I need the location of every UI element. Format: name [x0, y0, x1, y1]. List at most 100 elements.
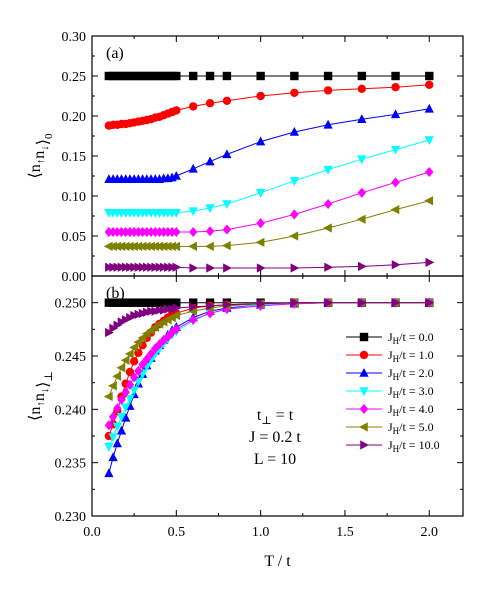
x-tick-label: 2.0 — [421, 525, 439, 540]
data-point-JH0 — [146, 298, 156, 307]
y-tick-label: 0.245 — [55, 350, 87, 365]
data-point-JH4 — [146, 226, 156, 238]
legend-entry: JH/t = 1.0 — [388, 348, 434, 364]
data-point-JH0 — [125, 71, 135, 81]
data-point-JH3 — [129, 386, 139, 396]
data-point-JH5 — [171, 310, 181, 321]
legend-marker-JH5 — [358, 422, 368, 432]
data-point-JH0 — [188, 298, 198, 307]
data-point-JH4 — [167, 226, 177, 238]
data-point-JH4 — [129, 372, 139, 383]
data-point-JH10 — [324, 298, 334, 308]
data-point-JH1 — [323, 86, 333, 95]
annotation-line: L = 10 — [254, 451, 296, 468]
data-point-JH3 — [323, 165, 333, 175]
data-point-JH4 — [142, 226, 152, 238]
data-point-JH5 — [205, 241, 214, 252]
data-point-JH0 — [155, 298, 164, 307]
y-axis-title: ⟨n↑n↓⟩0 — [27, 133, 55, 179]
series-line-JH3 — [108, 139, 430, 214]
data-point-JH3 — [205, 204, 215, 214]
data-point-JH3 — [112, 422, 122, 432]
data-point-JH4 — [108, 411, 118, 422]
data-point-JH0 — [167, 71, 177, 81]
data-point-JH4 — [188, 314, 198, 325]
data-point-JH2 — [222, 149, 232, 159]
data-point-JH5 — [108, 381, 117, 391]
legend-entry: JH/t = 4.0 — [388, 402, 434, 418]
legend: JH/t = 0.0 JH/t = 1.0 JH/t = 2.0 JH/t = 3.0… — [346, 330, 440, 454]
y-tick-label: 0.00 — [62, 270, 87, 285]
data-point-JH2 — [188, 163, 198, 173]
data-point-JH0 — [167, 298, 177, 307]
data-point-JH0 — [391, 71, 400, 81]
y-tick-label: 0.230 — [55, 510, 87, 525]
data-point-JH10 — [206, 263, 216, 273]
data-point-JH0 — [323, 71, 333, 81]
data-point-JH4 — [205, 308, 215, 319]
data-point-JH0 — [146, 71, 156, 81]
data-point-JH0 — [117, 71, 126, 81]
data-point-JH4 — [290, 209, 299, 220]
data-point-JH10 — [189, 302, 199, 312]
legend-entry: JH/t = 0.0 — [388, 330, 434, 346]
data-point-JH0 — [134, 71, 143, 81]
data-point-JH1 — [391, 83, 400, 92]
y-tick-label: 0.05 — [62, 230, 87, 245]
data-point-JH1 — [188, 102, 198, 111]
parameter-annotation: t⊥ = t J = 0.2 t L = 10 — [249, 407, 301, 468]
data-point-JH4 — [129, 226, 139, 238]
data-point-JH10 — [189, 263, 199, 273]
data-point-JH5 — [124, 349, 134, 359]
y-tick-label: 0.250 — [55, 297, 87, 312]
y-tick-label: 0.25 — [62, 70, 87, 85]
legend-entry: JH/t = 10.0 — [388, 438, 440, 454]
data-point-JH10 — [206, 301, 216, 311]
data-point-JH4 — [113, 226, 122, 238]
x-axis-title: T / t — [264, 553, 291, 570]
data-point-JH4 — [323, 198, 333, 210]
data-point-JH5 — [188, 306, 197, 316]
data-point-JH2 — [116, 425, 127, 435]
series-group — [103, 297, 435, 478]
data-point-JH0 — [172, 298, 181, 307]
data-point-JH0 — [172, 71, 181, 81]
annotation-line: J = 0.2 t — [249, 429, 301, 446]
data-point-JH4 — [205, 226, 215, 237]
data-point-JH0 — [134, 298, 143, 307]
data-point-JH1 — [425, 80, 434, 90]
data-point-JH5 — [129, 342, 138, 353]
panel-label: (a) — [106, 45, 124, 62]
data-point-JH2 — [104, 468, 114, 478]
data-point-JH0 — [108, 298, 118, 307]
data-point-JH10 — [425, 257, 435, 268]
data-point-JH4 — [163, 226, 173, 238]
legend-marker-JH4 — [359, 403, 369, 415]
data-point-JH0 — [142, 298, 152, 307]
data-point-JH1 — [256, 91, 265, 101]
data-point-JH4 — [117, 226, 126, 238]
data-point-JH4 — [425, 166, 434, 178]
data-point-JH0 — [425, 71, 434, 81]
data-point-JH4 — [155, 339, 164, 350]
data-point-JH5 — [221, 240, 231, 251]
x-tick-label: 1.5 — [336, 525, 354, 540]
data-point-JH0 — [163, 71, 173, 81]
data-point-JH5 — [112, 371, 122, 381]
data-point-JH1 — [125, 367, 135, 377]
data-point-JH10 — [172, 303, 182, 313]
data-point-JH4 — [125, 226, 135, 238]
data-point-JH10 — [172, 262, 182, 272]
data-point-JH1 — [172, 106, 181, 115]
data-point-JH2 — [357, 114, 367, 123]
data-point-JH2 — [390, 109, 401, 119]
data-point-JH3 — [289, 177, 299, 186]
data-point-JH1 — [222, 96, 232, 106]
data-point-JH0 — [121, 298, 130, 307]
data-point-JH4 — [121, 226, 130, 238]
data-point-JH3 — [104, 442, 114, 452]
data-point-JH5 — [171, 241, 181, 252]
data-point-JH0 — [222, 71, 232, 81]
data-point-JH4 — [108, 226, 118, 238]
legend-entry: JH/t = 5.0 — [388, 420, 434, 436]
